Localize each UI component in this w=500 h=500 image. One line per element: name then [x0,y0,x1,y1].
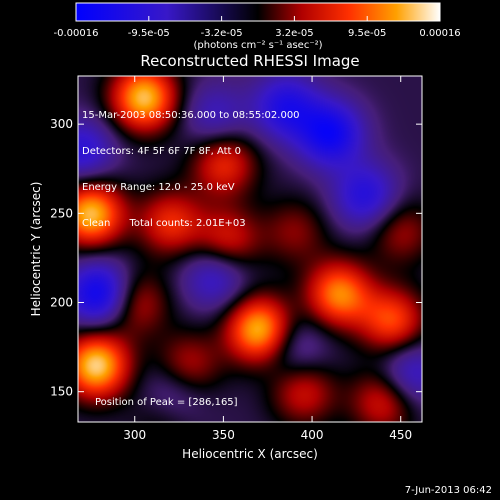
annotation-detectors: Detectors: 4F 5F 6F 7F 8F, Att 0 [82,146,242,157]
colorbar-gradient [75,2,441,22]
y-tick-label: 200 [50,296,73,310]
colorbar-tick-label: 9.5e-05 [348,28,386,39]
colorbar-tick-label: -3.2e-05 [201,28,243,39]
colorbar-tick-label: 3.2e-05 [275,28,313,39]
x-tick-label: 300 [123,428,146,442]
y-tick-label: 150 [50,385,73,399]
colorbar: -0.00016 -9.5e-05 -3.2e-05 3.2e-05 9.5e-05 0.… [54,2,461,51]
x-axis-label: Heliocentric X (arcsec) [182,447,318,461]
annotation-total-counts: Clean Total counts: 2.01E+03 [82,218,246,229]
colorbar-unit-label: (photons cm⁻² s⁻¹ asec⁻²) [193,40,322,51]
x-tick-label: 450 [389,428,412,442]
annotation-energy-range: Energy Range: 12.0 - 25.0 keV [82,182,235,193]
colorbar-tick-label: -9.5e-05 [128,28,170,39]
footer-date: 7-Jun-2013 06:42 [404,485,492,496]
x-tick-label: 350 [212,428,235,442]
x-tick-label: 400 [301,428,324,442]
heatmap-image [78,76,422,422]
colorbar-tick-label: 0.00016 [419,28,460,39]
peak-position-label: Position of Peak = [286,165] [95,397,238,408]
annotation-time-range: 15-Mar-2003 08:50:36.000 to 08:55:02.000 [82,110,300,121]
y-tick-label: 250 [50,206,73,220]
plot-frame [77,75,423,423]
annotation-block: 15-Mar-2003 08:50:36.000 to 08:55:02.000… [82,86,300,242]
colorbar-tick-label: -0.00016 [54,28,99,39]
chart-title: Reconstructed RHESSI Image [140,52,360,70]
y-axis-label: Heliocentric Y (arcsec) [29,182,43,317]
y-tick-label: 300 [50,117,73,131]
